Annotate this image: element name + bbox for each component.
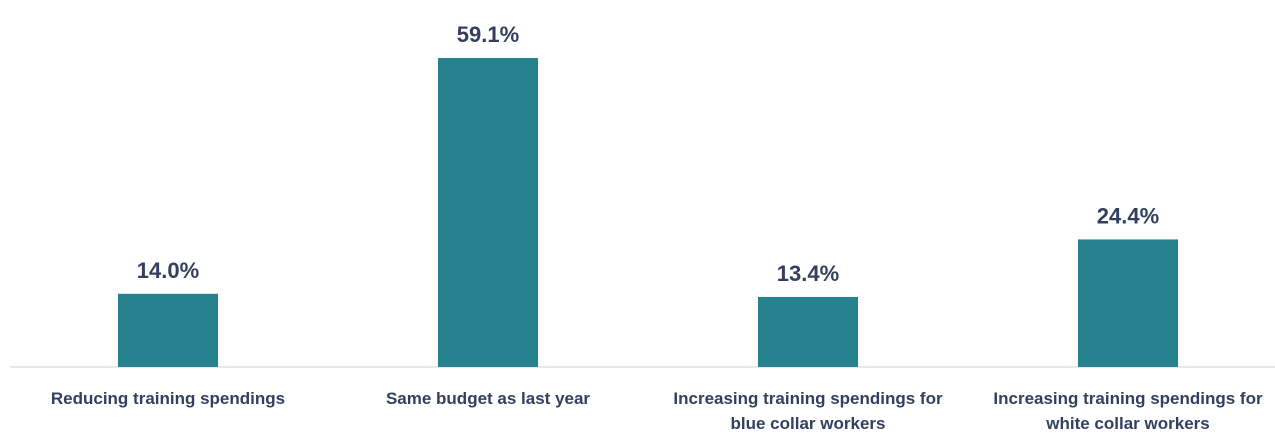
bar bbox=[1078, 239, 1178, 367]
category-label: Same budget as last year bbox=[385, 389, 591, 408]
bar bbox=[758, 296, 858, 367]
bar bbox=[438, 58, 538, 367]
value-label: 13.4% bbox=[777, 261, 839, 286]
category-label: Increasing training spendings for white … bbox=[993, 389, 1263, 433]
category-label: Reducing training spendings bbox=[50, 389, 286, 408]
category-label: Increasing training spendings for blue c… bbox=[673, 389, 943, 433]
value-label: 14.0% bbox=[137, 258, 199, 283]
value-label: 24.4% bbox=[1097, 203, 1159, 228]
value-label: 59.1% bbox=[457, 22, 519, 47]
bar bbox=[118, 293, 218, 367]
